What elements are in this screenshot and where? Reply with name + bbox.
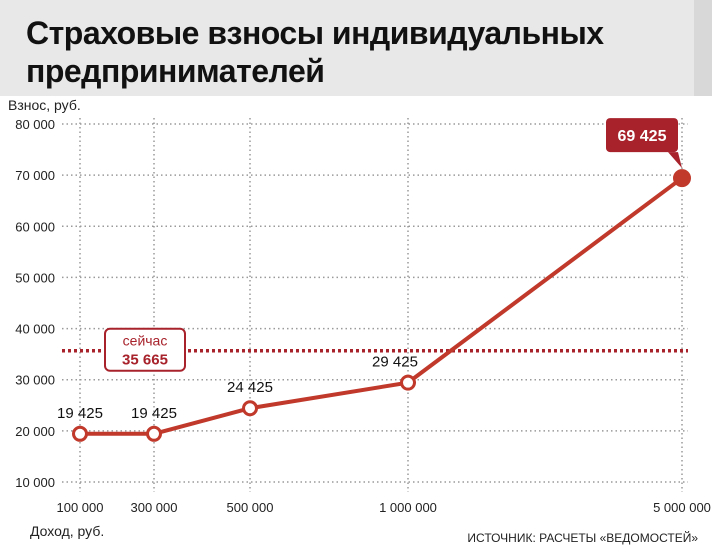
data-point (400, 374, 416, 391)
series-line (80, 176, 684, 436)
x-axis-label: Доход, руб. (30, 523, 104, 539)
y-tick-label: 30 000 (15, 373, 55, 388)
y-tick-label: 20 000 (15, 424, 55, 439)
highlight-label-pointer (668, 152, 682, 169)
data-label: 19 425 (57, 405, 103, 422)
chart-header: Страховые взносы индивидуальных предприн… (0, 0, 712, 96)
data-label: 24 425 (227, 379, 273, 396)
data-point (673, 169, 691, 188)
x-tick-label: 1 000 000 (379, 500, 437, 515)
x-tick-label: 500 000 (227, 500, 274, 515)
reference-label-box (104, 327, 186, 372)
y-tick-label: 10 000 (15, 475, 55, 490)
data-point (72, 425, 88, 442)
y-tick-label: 60 000 (15, 219, 55, 234)
y-axis-label: Взнос, руб. (8, 97, 81, 113)
header-edge-decoration (694, 0, 712, 96)
x-tick-label: 100 000 (57, 500, 104, 515)
chart-title: Страховые взносы индивидуальных предприн… (26, 15, 604, 89)
series-polyline (80, 176, 684, 436)
reference-value-label: 35 665 (122, 352, 168, 369)
y-tick-label: 80 000 (15, 117, 55, 132)
data-label: 19 425 (131, 405, 177, 422)
data-label: 29 425 (372, 354, 418, 371)
source-note: ИСТОЧНИК: РАСЧЕТЫ «ВЕДОМОСТЕЙ» (467, 531, 698, 545)
data-labels: 19 425 19 425 24 425 29 425 69 425 (57, 118, 682, 422)
y-tick-label: 70 000 (15, 168, 55, 183)
x-tick-labels: 100 000 300 000 500 000 1 000 000 5 000 000 (57, 500, 711, 515)
x-tick-label: 5 000 000 (653, 500, 711, 515)
data-point (146, 425, 162, 442)
data-label: 69 425 (618, 128, 667, 145)
reference-label: сейчас (123, 333, 168, 349)
y-tick-labels: 10 000 20 000 30 000 40 000 50 000 60 000 70 0… (15, 117, 55, 490)
data-point (242, 400, 258, 417)
data-points (72, 169, 691, 442)
y-tick-label: 50 000 (15, 270, 55, 285)
x-tick-label: 300 000 (131, 500, 178, 515)
current-reference: сейчас 35 665 (62, 327, 688, 372)
highlight-label-box (606, 118, 678, 153)
y-tick-label: 40 000 (15, 322, 55, 337)
